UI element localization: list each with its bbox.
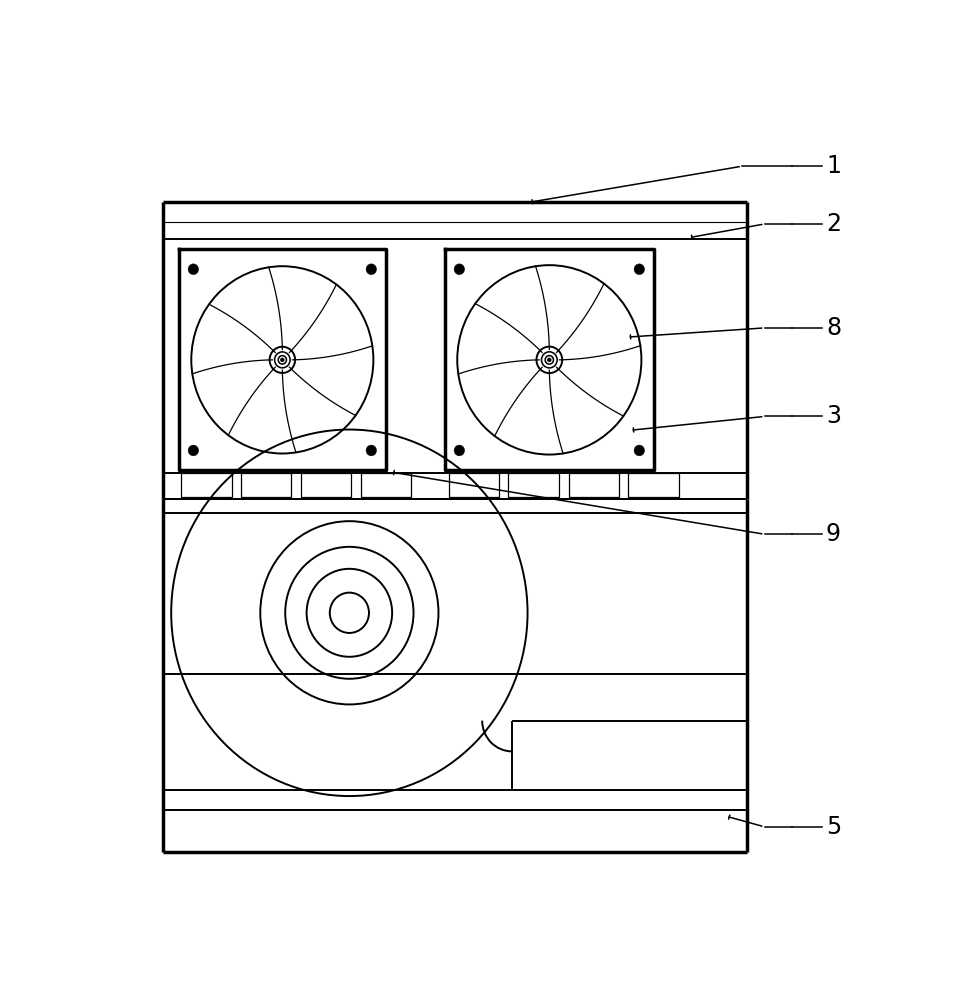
Bar — [508, 473, 558, 497]
Text: 8: 8 — [826, 316, 841, 340]
Bar — [628, 473, 679, 497]
Circle shape — [634, 445, 644, 456]
Circle shape — [188, 445, 199, 456]
Text: 2: 2 — [826, 212, 841, 236]
Bar — [569, 473, 619, 497]
Circle shape — [454, 445, 465, 456]
Bar — [361, 473, 412, 497]
Bar — [182, 473, 232, 497]
Circle shape — [366, 445, 377, 456]
Text: 5: 5 — [826, 815, 841, 839]
Circle shape — [188, 264, 199, 275]
Text: 9: 9 — [826, 522, 841, 546]
Bar — [241, 473, 292, 497]
Circle shape — [548, 358, 552, 362]
Bar — [300, 473, 351, 497]
Circle shape — [329, 593, 369, 633]
Text: 1: 1 — [826, 154, 840, 178]
Circle shape — [280, 358, 284, 362]
Circle shape — [634, 264, 644, 275]
Circle shape — [454, 264, 465, 275]
Bar — [448, 473, 499, 497]
Circle shape — [366, 264, 377, 275]
Text: 3: 3 — [826, 404, 841, 428]
